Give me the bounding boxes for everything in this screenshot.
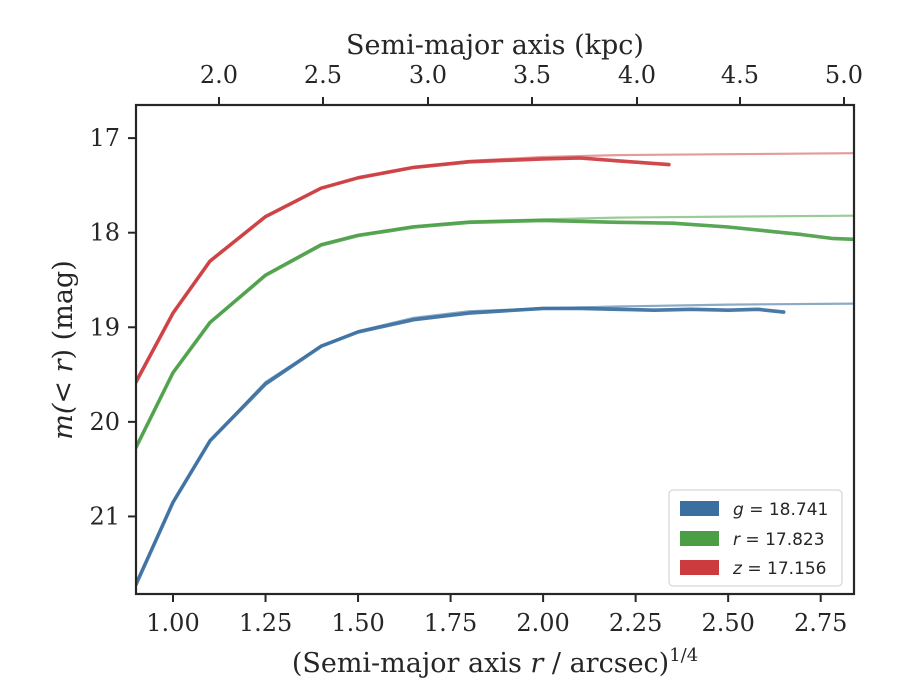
x-axis-top: 2.0 2.5 3.0 3.5 4.0 4.5 5.0	[200, 61, 863, 105]
y-tick-label: 18	[89, 219, 120, 247]
legend-entry-z: z = 17.156	[680, 559, 826, 579]
left-axis-title-m: m	[48, 414, 79, 440]
bottom-axis-title-var: r	[530, 648, 545, 679]
legend-band-g: g	[733, 500, 744, 520]
data-line-r	[136, 218, 854, 450]
legend-total-g: 18.741	[769, 500, 828, 520]
legend-total-z: 17.156	[767, 559, 826, 579]
top-tick-label: 2.5	[304, 61, 342, 89]
x-tick-label: 1.00	[146, 609, 199, 637]
top-tick-label: 4.5	[721, 61, 759, 89]
legend-label-r: r = 17.823	[733, 530, 825, 550]
x-tick-label: 1.50	[331, 609, 384, 637]
legend-label-z: z = 17.156	[732, 559, 826, 579]
series-layer	[136, 152, 854, 587]
top-tick-label: 5.0	[825, 61, 863, 89]
top-tick-label: 3.5	[513, 61, 551, 89]
legend-band-r: r	[733, 530, 741, 550]
x-tick-label: 1.75	[424, 609, 477, 637]
y-tick-label: 17	[89, 124, 120, 152]
y-tick-label: 20	[89, 408, 120, 436]
legend-swatch-g	[680, 501, 719, 516]
legend: g = 18.741 r = 17.823 z = 17.156	[668, 489, 843, 587]
x-tick-label: 2.50	[701, 609, 754, 637]
x-tick-label: 2.25	[609, 609, 662, 637]
left-axis-title: m(< r) (mag)	[48, 260, 79, 439]
x-tick-label: 1.25	[239, 609, 292, 637]
legend-eq-z: =	[742, 559, 767, 579]
plot-area	[136, 152, 854, 587]
legend-swatch-r	[680, 531, 719, 546]
y-tick-label: 19	[89, 313, 120, 341]
bottom-axis-title-prefix: (Semi-major axis	[292, 648, 531, 679]
left-axis-title-var: < r	[48, 357, 79, 403]
x-tick-label: 2.75	[794, 609, 847, 637]
y-axis-left: 17 18 19 20 21	[89, 124, 136, 530]
left-axis-title-suffix: ) (mag)	[48, 260, 79, 359]
legend-swatch-z	[680, 560, 719, 575]
data-line-g	[136, 306, 786, 587]
data-line-z	[136, 156, 671, 384]
legend-entry-r: r = 17.823	[680, 530, 825, 550]
axes-frame	[134, 103, 856, 596]
legend-eq-g: =	[744, 500, 769, 520]
legend-band-z: z	[732, 559, 743, 579]
top-tick-label: 3.0	[409, 61, 447, 89]
legend-label-g: g = 18.741	[733, 500, 828, 520]
x-axis-bottom: 1.00 1.25 1.50 1.75 2.00 2.25 2.50 2.75	[146, 594, 847, 637]
bottom-axis-title-mid: / arcsec)	[543, 648, 669, 679]
y-tick-label: 21	[89, 502, 120, 530]
top-axis-title: Semi-major axis (kpc)	[346, 30, 644, 61]
legend-entry-g: g = 18.741	[680, 500, 828, 520]
x-tick-label: 2.00	[516, 609, 569, 637]
legend-total-r: 17.823	[765, 530, 824, 550]
bottom-axis-title-exp: 1/4	[669, 645, 698, 666]
left-axis-title-open: (	[48, 402, 79, 414]
model-line-z	[136, 152, 854, 382]
bottom-axis-title: (Semi-major axis r / arcsec)1/4	[292, 645, 698, 679]
top-tick-label: 2.0	[200, 61, 238, 89]
top-tick-label: 4.0	[618, 61, 656, 89]
legend-eq-r: =	[740, 530, 765, 550]
model-line-r	[136, 214, 854, 448]
